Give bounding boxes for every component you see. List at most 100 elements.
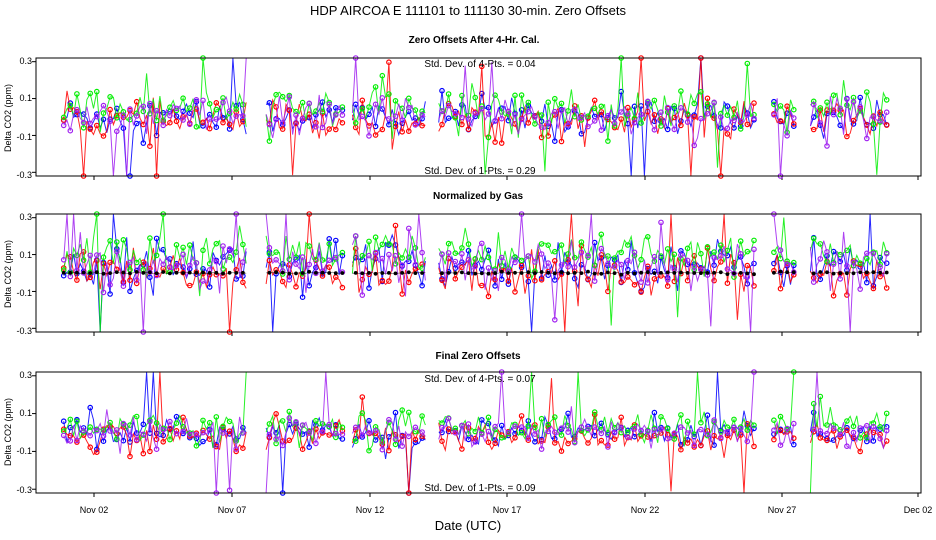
data-point-black (227, 270, 232, 275)
data-point-blue (120, 125, 127, 132)
data-point-blue (339, 252, 346, 259)
data-point-purple (638, 427, 644, 434)
data-point-purple (545, 119, 552, 126)
panel-3-plot-area (32, 369, 919, 497)
data-point-purple (286, 415, 293, 421)
data-point-purple (611, 264, 618, 270)
data-point-purple (366, 429, 372, 436)
data-point-purple (624, 111, 631, 117)
data-point-green (624, 242, 631, 248)
data-point-purple (485, 428, 492, 435)
data-point-purple (658, 426, 664, 432)
data-point-green (830, 92, 837, 99)
data-point-purple (605, 112, 611, 119)
data-point-purple (731, 424, 737, 431)
data-point-red (658, 116, 664, 122)
data-point-green (591, 105, 598, 112)
data-point-black (201, 270, 205, 275)
data-point-green (240, 101, 246, 108)
data-point-purple (877, 117, 883, 124)
data-point-purple (525, 435, 532, 442)
data-point-green (598, 231, 605, 238)
data-point-purple (751, 246, 757, 253)
data-point-purple (578, 424, 585, 430)
data-point-purple (784, 261, 790, 268)
data-point-green (578, 239, 585, 245)
data-point-green (518, 92, 525, 98)
data-point-green (107, 419, 113, 426)
data-point-purple (478, 240, 485, 247)
data-point-green (870, 121, 877, 127)
data-point-red (698, 442, 704, 449)
data-point-blue (173, 413, 180, 420)
data-point-purple (532, 259, 538, 265)
data-point-red (459, 264, 465, 271)
data-point-purple (558, 107, 565, 114)
data-point-green (465, 241, 472, 247)
data-point-purple (339, 112, 346, 118)
panel-1-ytick-label: 0.1 (19, 93, 32, 103)
data-point-green (339, 104, 346, 110)
data-point-black (519, 271, 524, 275)
data-point-purple (565, 429, 571, 435)
data-point-black (314, 271, 318, 275)
data-point-green (771, 249, 777, 256)
data-point-purple (465, 116, 472, 122)
data-point-green (810, 98, 817, 105)
data-point-purple (439, 251, 445, 257)
data-point-green (366, 104, 372, 110)
data-point-black (360, 271, 365, 276)
data-point-green (107, 94, 113, 100)
data-point-red (160, 438, 167, 445)
data-point-purple (704, 431, 711, 438)
data-point-purple (213, 258, 220, 265)
data-point-purple (485, 265, 492, 271)
data-point-green (193, 442, 200, 449)
data-point-green (94, 88, 100, 95)
data-point-black (327, 271, 332, 275)
data-point-purple (359, 113, 366, 120)
data-point-black (572, 271, 577, 275)
data-point-black (612, 271, 617, 276)
data-point-black (639, 270, 643, 275)
panel-1-ylabel: Delta CO2 (ppm) (3, 84, 13, 152)
data-point-red (883, 285, 890, 291)
data-point-red (651, 112, 658, 118)
data-point-red (100, 133, 107, 139)
data-point-purple (160, 122, 167, 129)
data-point-green (671, 436, 678, 442)
data-point-red (67, 432, 74, 439)
data-point-green (266, 138, 273, 144)
data-point-purple (452, 111, 459, 117)
data-point-green (651, 97, 658, 104)
data-point-purple (120, 420, 127, 427)
data-point-green (551, 95, 558, 102)
data-point-black (373, 271, 378, 276)
data-point-green (771, 417, 777, 424)
data-point-red (359, 394, 366, 400)
data-point-red (87, 444, 94, 451)
data-point-blue (127, 288, 133, 295)
data-point-purple (120, 283, 127, 290)
data-point-purple (850, 99, 857, 105)
data-point-green (512, 92, 518, 99)
data-point-black (606, 270, 610, 275)
data-point-red (784, 103, 790, 110)
data-point-purple (498, 254, 505, 261)
data-point-red (824, 437, 830, 444)
data-point-blue (266, 100, 273, 106)
data-point-red (60, 265, 67, 271)
data-point-black (732, 271, 736, 276)
data-point-purple (226, 246, 233, 252)
data-point-blue (306, 444, 313, 450)
data-point-red (883, 122, 890, 128)
data-point-green (60, 114, 67, 121)
data-point-black (884, 270, 889, 275)
data-point-green (751, 237, 757, 244)
data-point-green (605, 138, 611, 144)
panel-1-title: Zero Offsets After 4-Hr. Cal. (409, 35, 540, 46)
data-point-green (810, 400, 817, 407)
data-point-purple (631, 426, 638, 432)
data-point-purple (200, 97, 206, 104)
data-point-purple (651, 127, 658, 133)
